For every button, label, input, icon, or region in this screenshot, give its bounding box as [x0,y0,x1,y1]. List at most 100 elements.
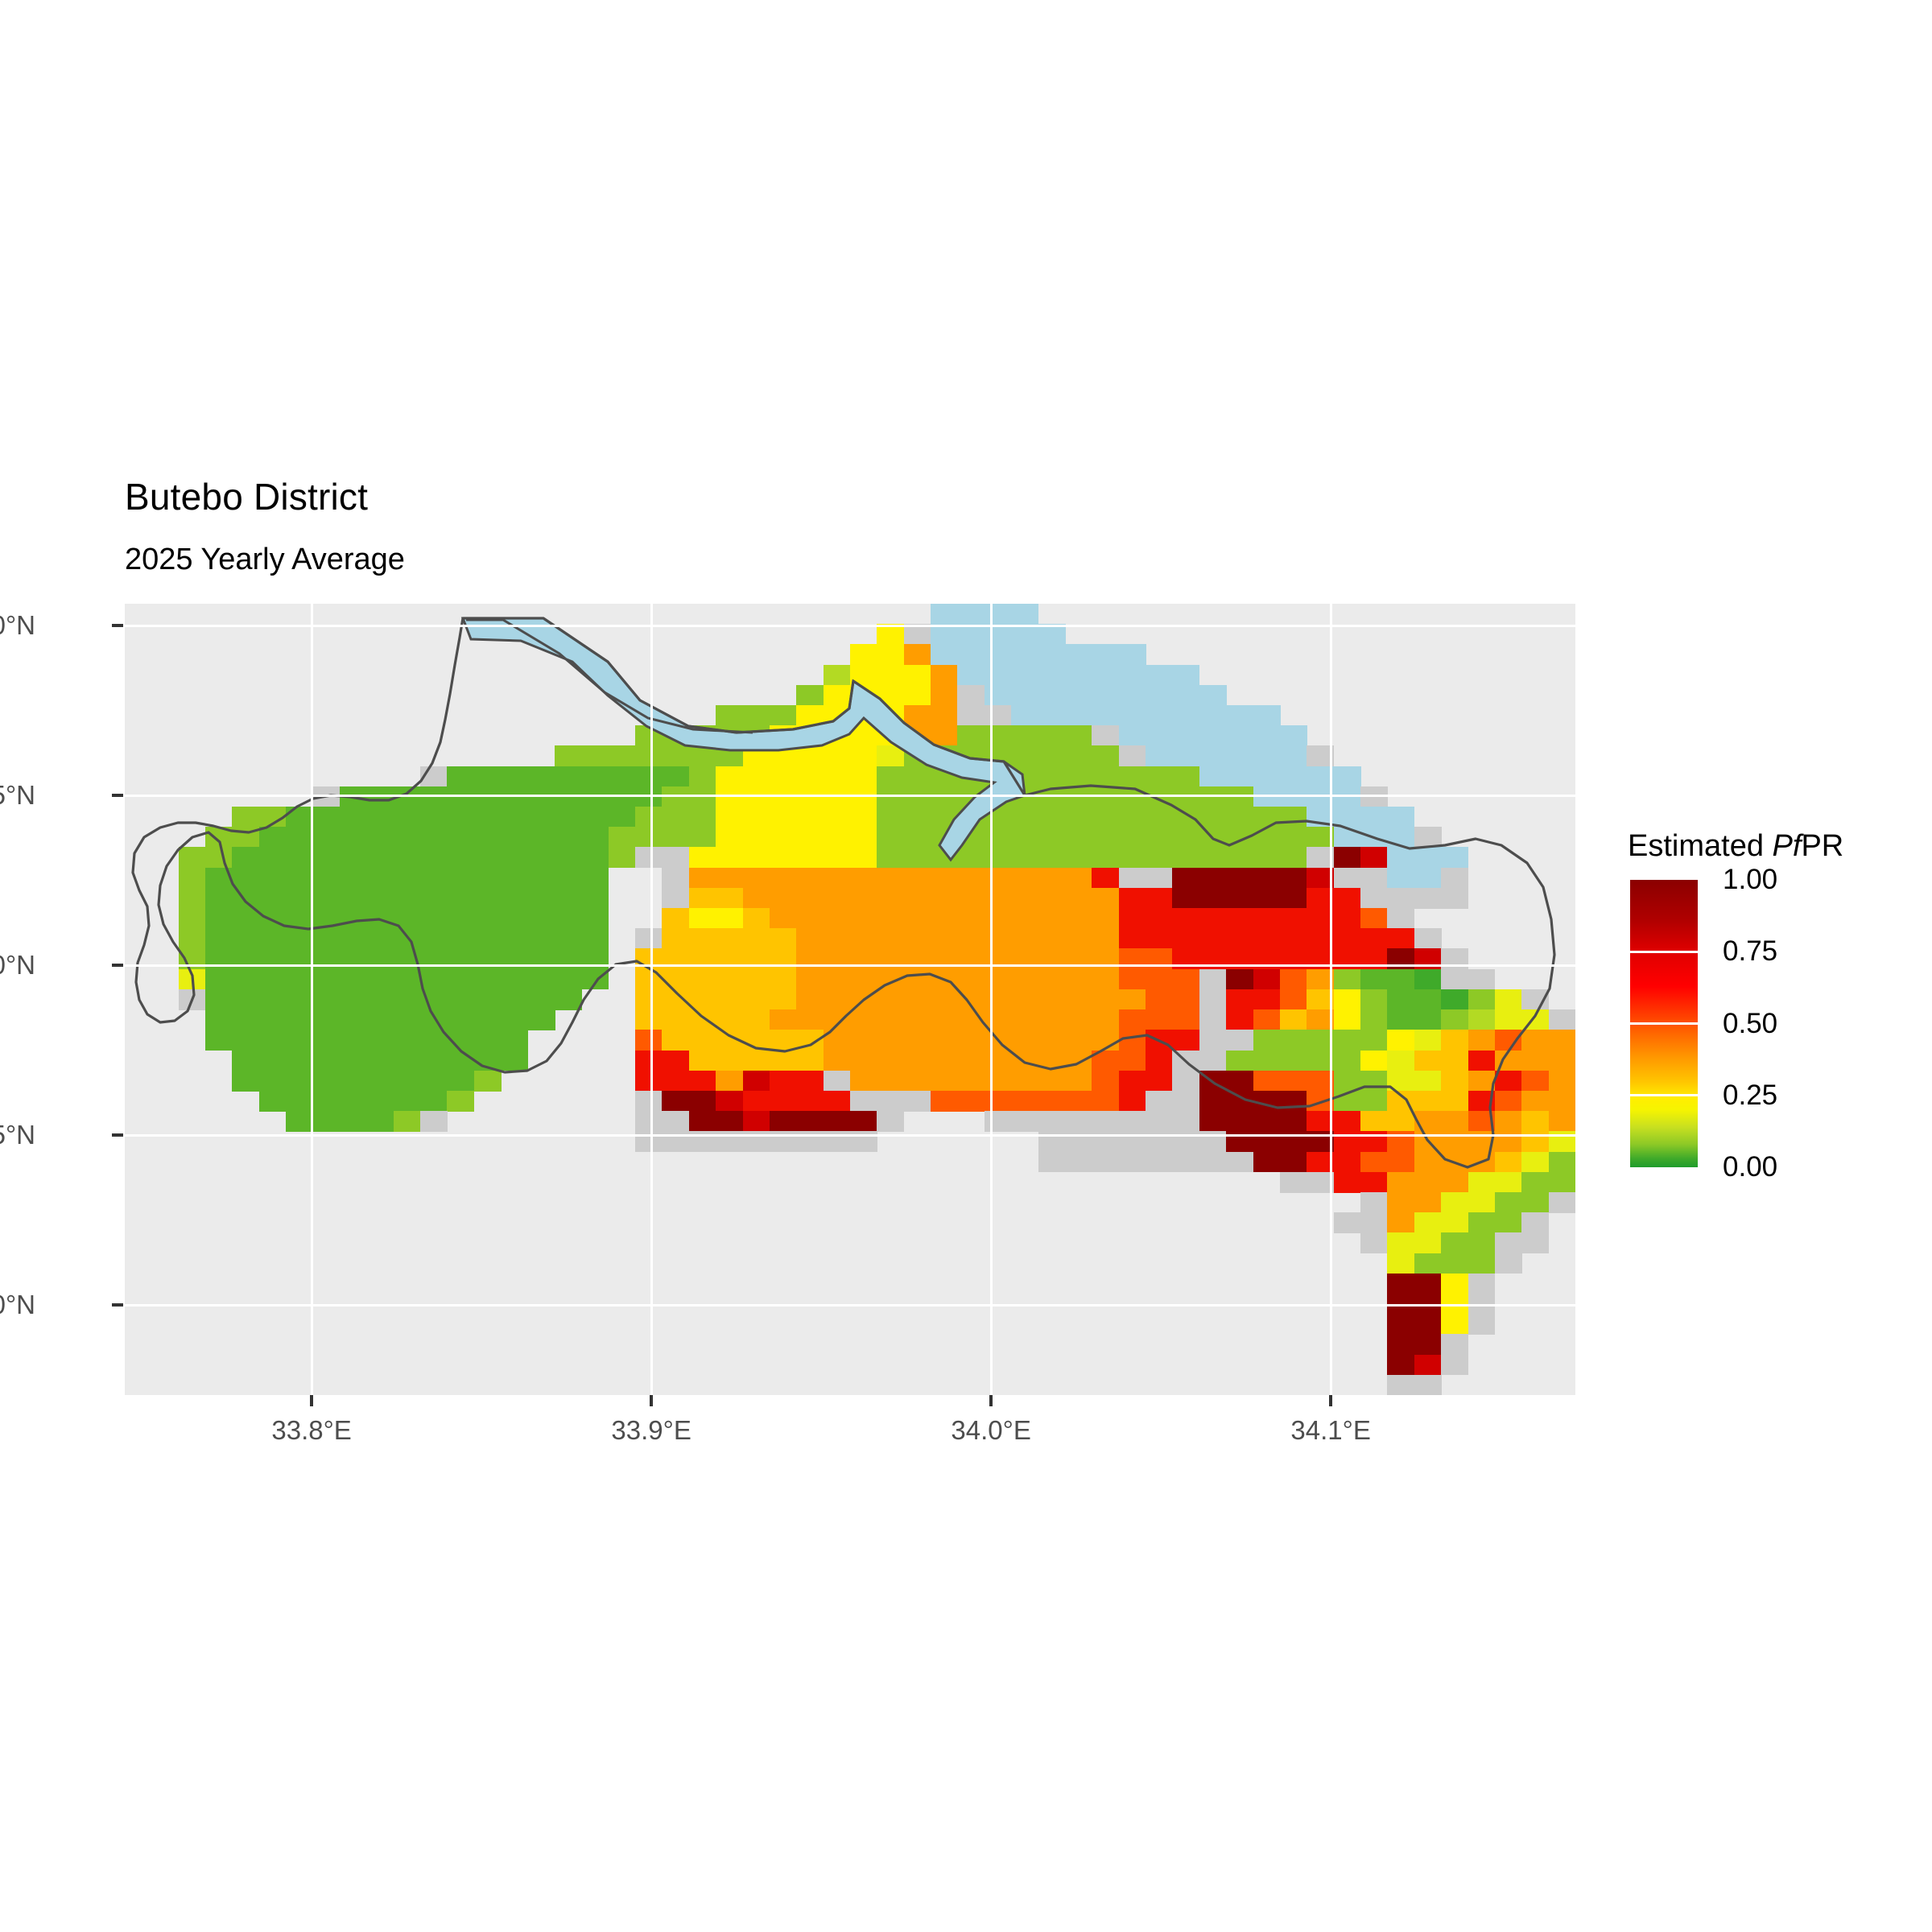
legend-tick-label-1: 0.75 [1723,935,1778,968]
raster-cell [877,766,905,787]
raster-cell [1360,1232,1388,1254]
raster-cell [796,1111,824,1132]
raster-cell [769,807,797,828]
raster-cell [796,1009,824,1030]
raster-cell [339,1009,367,1030]
raster-cell [1360,1151,1388,1173]
raster-cell [769,705,797,726]
raster-cell [635,827,663,848]
raster-cell [716,1090,744,1112]
raster-cell [823,1090,851,1112]
raster-cell [635,807,663,828]
raster-cell [716,867,744,889]
raster-cell [1414,1050,1442,1071]
raster-cell [1092,989,1120,1010]
raster-cell [716,887,744,909]
raster-cell [688,766,716,787]
raster-cell [1011,725,1039,747]
raster-cell [1279,1050,1307,1071]
raster-cell [339,1050,367,1071]
raster-cell [1387,968,1415,990]
raster-cell [1146,867,1174,889]
raster-cell [501,1030,529,1051]
raster-cell [850,847,877,869]
raster-cell [205,908,233,929]
raster-cell [688,908,716,929]
raster-cell [1441,1070,1469,1092]
raster-cell [1360,807,1388,828]
raster-cell [205,968,233,990]
raster-cell [1279,807,1307,828]
raster-cell [1172,1070,1200,1092]
raster-cell [662,847,690,869]
raster-cell [823,968,851,990]
raster-cell [769,887,797,909]
raster-cell [850,745,877,767]
raster-cell [1199,766,1227,787]
raster-cell [447,968,475,990]
raster-cell [1307,827,1335,848]
raster-cell [1494,1212,1522,1233]
raster-cell [1441,1314,1469,1335]
raster-cell [1038,1030,1066,1051]
raster-cell [1494,989,1522,1010]
raster-cell [796,968,824,990]
raster-cell [312,807,341,828]
raster-cell [1038,766,1066,787]
raster-cell [1360,1171,1388,1193]
raster-cell [1172,968,1200,990]
raster-cell [1064,664,1092,686]
raster-cell [984,684,1012,706]
district-boundary [131,617,1556,1169]
raster-cell [339,887,367,909]
raster-cell [1172,1009,1200,1030]
raster-cell [232,908,260,929]
raster-cell [1333,968,1361,990]
raster-cell [931,604,959,625]
raster-cell [1038,705,1066,726]
raster-cell [1441,968,1469,990]
raster-cell [1064,1151,1092,1173]
raster-cell [850,766,877,787]
raster-cell [957,887,985,909]
raster-cell [903,1050,931,1071]
raster-cell [447,928,475,950]
raster-cell [420,1070,448,1092]
raster-cell [420,847,448,869]
raster-cell [473,766,502,787]
raster-cell [366,1030,394,1051]
raster-cell [393,1009,421,1030]
outline-svg [131,617,1556,1169]
raster-cell [473,968,502,990]
gridline-horizontal-0 [125,624,1575,627]
raster-cell [769,1050,797,1071]
raster-cell [716,968,744,990]
raster-cell [662,1070,690,1092]
raster-cell [1064,684,1092,706]
raster-cell [984,908,1012,929]
raster-cell [501,1009,529,1030]
raster-cell [286,827,314,848]
raster-cell [1011,1030,1039,1051]
raster-cell [1360,887,1388,909]
raster-cell [447,887,475,909]
raster-cell [1038,887,1066,909]
raster-cell [473,807,502,828]
raster-cell [286,887,314,909]
raster-cell [258,1030,287,1051]
raster-cell [1279,989,1307,1010]
raster-cell [688,1030,716,1051]
raster-cell [447,1090,475,1112]
raster-cell [1279,1111,1307,1132]
raster-cell [1199,887,1227,909]
raster-cell [1038,867,1066,889]
raster-cell [608,766,636,787]
raster-cell [420,1111,448,1132]
raster-cell [1064,867,1092,889]
raster-cell [1011,887,1039,909]
raster-cell [662,807,690,828]
raster-cell [769,908,797,929]
raster-cell [1064,827,1092,848]
raster-cell [1253,1111,1281,1132]
legend-title: Estimated PfPR [1628,829,1843,864]
